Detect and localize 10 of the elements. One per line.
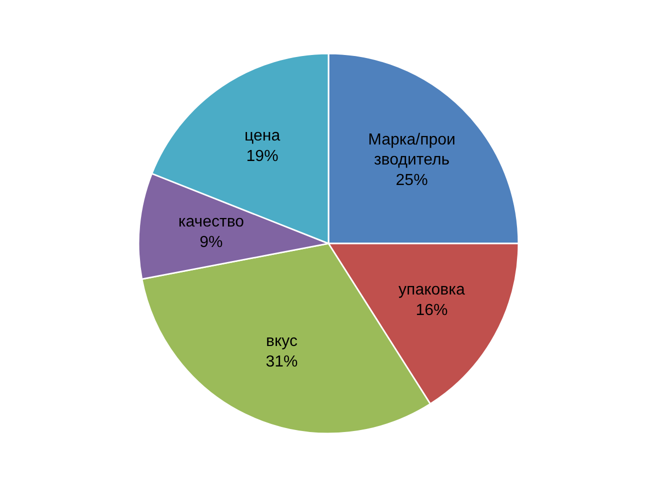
slice-label: упаковка <box>398 282 466 299</box>
slice-label: качество <box>178 214 244 231</box>
slice-label: цена <box>244 127 280 144</box>
data-label: 16% <box>416 302 448 319</box>
slice-label: Марка/производитель <box>368 131 456 169</box>
data-label: 25% <box>396 172 428 190</box>
data-label: 31% <box>266 353 298 370</box>
data-label: 9% <box>200 234 223 252</box>
slice-label: вкус <box>266 332 298 350</box>
data-label: 19% <box>246 148 278 165</box>
